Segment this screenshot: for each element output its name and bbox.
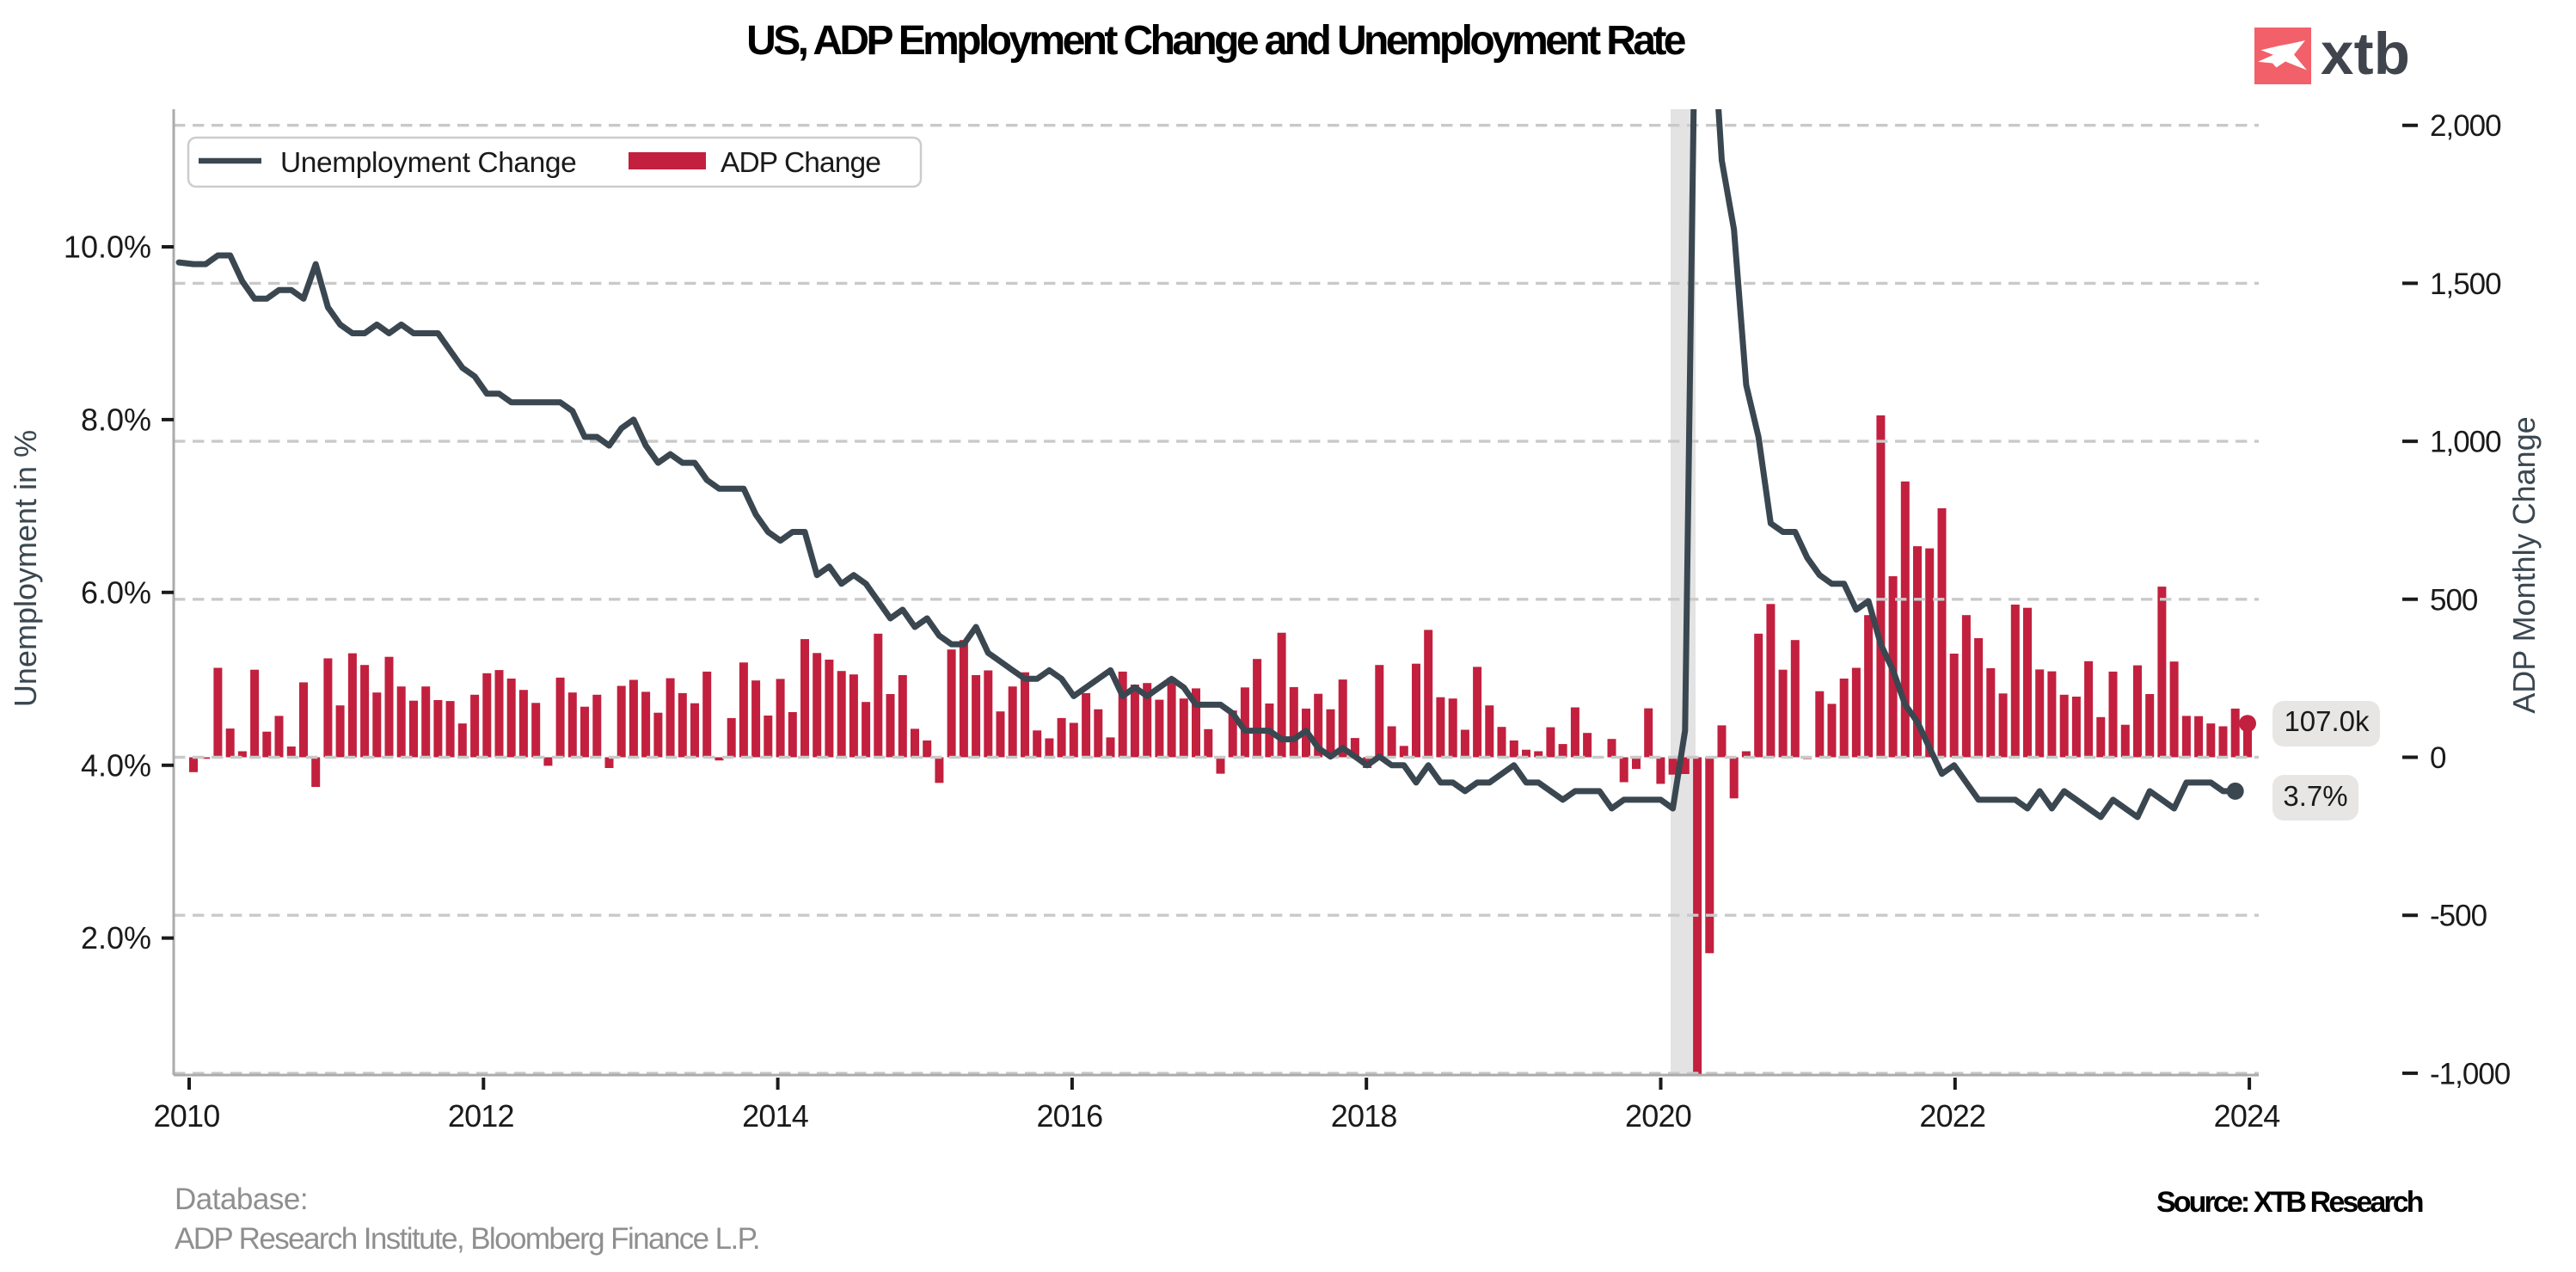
svg-text:0: 0	[2430, 741, 2446, 775]
svg-text:2020: 2020	[1625, 1098, 1691, 1134]
svg-text:107.0k: 107.0k	[2284, 705, 2370, 737]
svg-text:ADP Monthly Change: ADP Monthly Change	[2506, 416, 2542, 714]
svg-text:Source: XTB Research: Source: XTB Research	[2156, 1186, 2423, 1219]
svg-text:2022: 2022	[1919, 1098, 1985, 1134]
svg-text:1,500: 1,500	[2430, 267, 2501, 301]
svg-text:2.0%: 2.0%	[81, 920, 151, 956]
svg-text:-500: -500	[2430, 900, 2487, 933]
svg-text:Database:: Database:	[175, 1183, 308, 1216]
svg-text:2,000: 2,000	[2430, 109, 2501, 143]
svg-text:-1,000: -1,000	[2430, 1057, 2511, 1091]
svg-text:500: 500	[2430, 583, 2478, 617]
svg-text:6.0%: 6.0%	[81, 575, 151, 610]
svg-text:8.0%: 8.0%	[81, 402, 151, 437]
svg-text:ADP Change: ADP Change	[721, 147, 880, 179]
svg-text:2012: 2012	[448, 1098, 514, 1134]
svg-text:10.0%: 10.0%	[64, 230, 151, 265]
svg-text:2016: 2016	[1036, 1098, 1102, 1134]
svg-text:2018: 2018	[1331, 1098, 1397, 1134]
svg-text:ADP Research Institute, Bloomb: ADP Research Institute, Bloomberg Financ…	[175, 1222, 759, 1256]
svg-text:4.0%: 4.0%	[81, 747, 151, 783]
svg-text:US, ADP Employment Change and: US, ADP Employment Change and Unemployme…	[746, 18, 1686, 64]
svg-text:2014: 2014	[742, 1098, 808, 1134]
svg-text:2010: 2010	[154, 1098, 220, 1134]
svg-text:2024: 2024	[2214, 1098, 2280, 1134]
svg-text:1,000: 1,000	[2430, 426, 2501, 459]
svg-text:Unemployment Change: Unemployment Change	[280, 147, 576, 179]
svg-text:Unemployment in %: Unemployment in %	[8, 430, 43, 707]
svg-text:3.7%: 3.7%	[2283, 780, 2347, 812]
svg-text:xtb: xtb	[2321, 21, 2410, 87]
